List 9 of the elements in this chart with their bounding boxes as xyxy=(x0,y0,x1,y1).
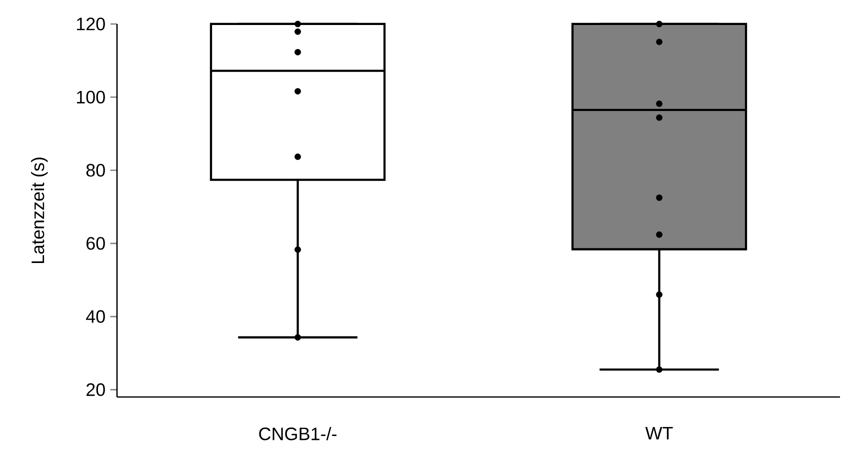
y-axis-title: Latenzzeit (s) xyxy=(31,158,48,264)
y-tick-label: 80 xyxy=(86,164,105,177)
x-tick-label: CNGB1-/- xyxy=(259,427,336,440)
y-tick-label: 40 xyxy=(86,310,105,323)
y-tick-label: 60 xyxy=(86,237,105,250)
y-tick-label: 20 xyxy=(86,383,105,396)
x-tick-label: WT xyxy=(645,427,673,440)
y-tick-label: 100 xyxy=(76,90,105,104)
y-tick-label: 120 xyxy=(76,18,105,30)
